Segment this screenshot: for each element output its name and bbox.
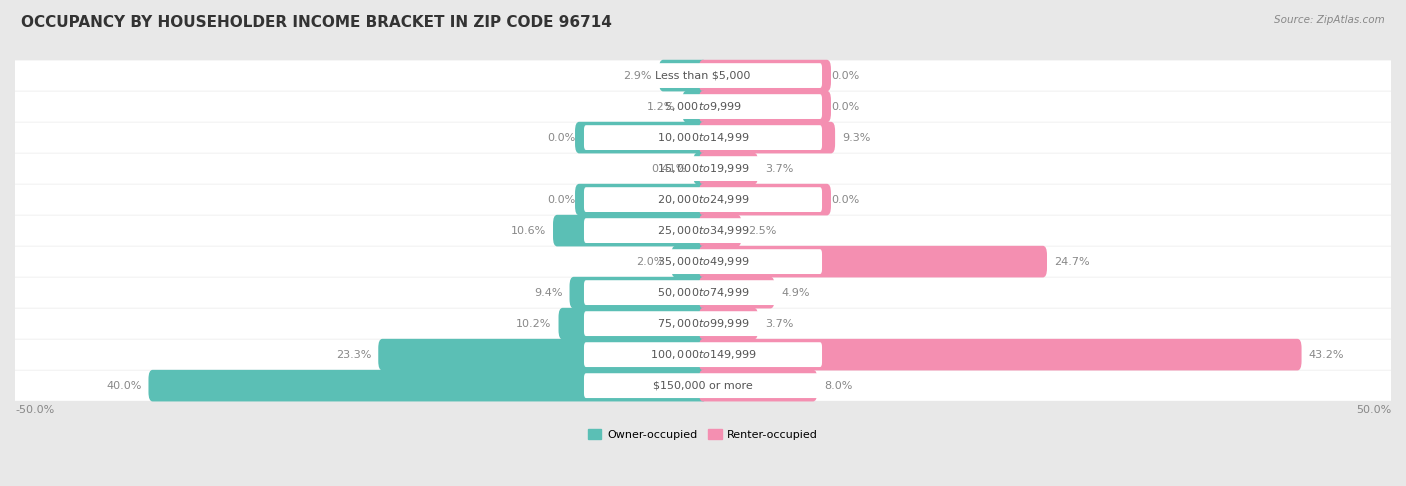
FancyBboxPatch shape bbox=[14, 370, 1392, 401]
FancyBboxPatch shape bbox=[583, 63, 823, 88]
FancyBboxPatch shape bbox=[699, 91, 831, 122]
FancyBboxPatch shape bbox=[14, 91, 1392, 122]
Text: $100,000 to $149,999: $100,000 to $149,999 bbox=[650, 348, 756, 361]
FancyBboxPatch shape bbox=[699, 184, 831, 215]
Text: 0.0%: 0.0% bbox=[547, 194, 575, 205]
FancyBboxPatch shape bbox=[583, 342, 823, 367]
Text: 1.2%: 1.2% bbox=[647, 102, 675, 112]
FancyBboxPatch shape bbox=[569, 277, 707, 309]
Text: 2.9%: 2.9% bbox=[624, 70, 652, 81]
FancyBboxPatch shape bbox=[583, 187, 823, 212]
FancyBboxPatch shape bbox=[583, 125, 823, 150]
FancyBboxPatch shape bbox=[699, 308, 758, 339]
Text: 50.0%: 50.0% bbox=[1355, 405, 1391, 415]
Text: 3.7%: 3.7% bbox=[765, 319, 793, 329]
FancyBboxPatch shape bbox=[575, 184, 707, 215]
Legend: Owner-occupied, Renter-occupied: Owner-occupied, Renter-occupied bbox=[583, 425, 823, 444]
FancyBboxPatch shape bbox=[699, 60, 831, 91]
FancyBboxPatch shape bbox=[14, 184, 1392, 215]
Text: 10.2%: 10.2% bbox=[516, 319, 551, 329]
Text: $5,000 to $9,999: $5,000 to $9,999 bbox=[664, 100, 742, 113]
FancyBboxPatch shape bbox=[583, 373, 823, 398]
FancyBboxPatch shape bbox=[575, 122, 707, 154]
FancyBboxPatch shape bbox=[583, 280, 823, 305]
Text: 9.3%: 9.3% bbox=[842, 133, 870, 142]
Text: 43.2%: 43.2% bbox=[1309, 349, 1344, 360]
FancyBboxPatch shape bbox=[699, 277, 775, 309]
Text: -50.0%: -50.0% bbox=[15, 405, 55, 415]
Text: $35,000 to $49,999: $35,000 to $49,999 bbox=[657, 255, 749, 268]
Text: 2.0%: 2.0% bbox=[636, 257, 665, 267]
FancyBboxPatch shape bbox=[699, 246, 1047, 278]
FancyBboxPatch shape bbox=[14, 122, 1392, 153]
Text: 10.6%: 10.6% bbox=[510, 226, 546, 236]
FancyBboxPatch shape bbox=[699, 153, 758, 184]
FancyBboxPatch shape bbox=[659, 60, 707, 91]
Text: 8.0%: 8.0% bbox=[824, 381, 852, 391]
FancyBboxPatch shape bbox=[583, 249, 823, 274]
FancyBboxPatch shape bbox=[693, 153, 707, 184]
FancyBboxPatch shape bbox=[583, 156, 823, 181]
Text: OCCUPANCY BY HOUSEHOLDER INCOME BRACKET IN ZIP CODE 96714: OCCUPANCY BY HOUSEHOLDER INCOME BRACKET … bbox=[21, 15, 612, 30]
FancyBboxPatch shape bbox=[14, 246, 1392, 277]
FancyBboxPatch shape bbox=[583, 218, 823, 243]
FancyBboxPatch shape bbox=[14, 339, 1392, 370]
FancyBboxPatch shape bbox=[699, 339, 1302, 370]
Text: 0.0%: 0.0% bbox=[831, 102, 859, 112]
Text: 9.4%: 9.4% bbox=[534, 288, 562, 297]
FancyBboxPatch shape bbox=[14, 215, 1392, 246]
FancyBboxPatch shape bbox=[14, 154, 1392, 184]
Text: $10,000 to $14,999: $10,000 to $14,999 bbox=[657, 131, 749, 144]
Text: 3.7%: 3.7% bbox=[765, 164, 793, 174]
Text: 0.0%: 0.0% bbox=[831, 194, 859, 205]
FancyBboxPatch shape bbox=[682, 91, 707, 122]
Text: Source: ZipAtlas.com: Source: ZipAtlas.com bbox=[1274, 15, 1385, 25]
FancyBboxPatch shape bbox=[14, 278, 1392, 308]
FancyBboxPatch shape bbox=[583, 311, 823, 336]
FancyBboxPatch shape bbox=[699, 215, 741, 246]
Text: 0.0%: 0.0% bbox=[831, 70, 859, 81]
Text: $25,000 to $34,999: $25,000 to $34,999 bbox=[657, 224, 749, 237]
FancyBboxPatch shape bbox=[583, 94, 823, 119]
FancyBboxPatch shape bbox=[14, 60, 1392, 91]
Text: $75,000 to $99,999: $75,000 to $99,999 bbox=[657, 317, 749, 330]
FancyBboxPatch shape bbox=[699, 370, 817, 401]
Text: $50,000 to $74,999: $50,000 to $74,999 bbox=[657, 286, 749, 299]
FancyBboxPatch shape bbox=[378, 339, 707, 370]
FancyBboxPatch shape bbox=[699, 122, 835, 154]
Text: 4.9%: 4.9% bbox=[782, 288, 810, 297]
FancyBboxPatch shape bbox=[558, 308, 707, 339]
Text: $150,000 or more: $150,000 or more bbox=[654, 381, 752, 391]
Text: 0.0%: 0.0% bbox=[547, 133, 575, 142]
FancyBboxPatch shape bbox=[671, 246, 707, 278]
Text: 24.7%: 24.7% bbox=[1054, 257, 1090, 267]
FancyBboxPatch shape bbox=[553, 215, 707, 246]
Text: $20,000 to $24,999: $20,000 to $24,999 bbox=[657, 193, 749, 206]
FancyBboxPatch shape bbox=[149, 370, 707, 401]
Text: Less than $5,000: Less than $5,000 bbox=[655, 70, 751, 81]
Text: $15,000 to $19,999: $15,000 to $19,999 bbox=[657, 162, 749, 175]
FancyBboxPatch shape bbox=[14, 309, 1392, 339]
Text: 40.0%: 40.0% bbox=[107, 381, 142, 391]
Text: 2.5%: 2.5% bbox=[748, 226, 776, 236]
Text: 0.41%: 0.41% bbox=[651, 164, 686, 174]
Text: 23.3%: 23.3% bbox=[336, 349, 371, 360]
